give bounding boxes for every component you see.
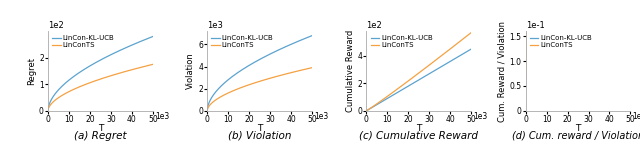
X-axis label: T: T — [257, 124, 262, 133]
Y-axis label: Violation: Violation — [186, 53, 195, 89]
Y-axis label: Regret: Regret — [27, 57, 36, 85]
Text: (c) Cumulative Reward: (c) Cumulative Reward — [359, 131, 478, 141]
X-axis label: T: T — [575, 124, 580, 133]
Text: 1e3: 1e3 — [155, 112, 169, 121]
Text: 1e3: 1e3 — [207, 21, 223, 30]
Text: (a) Regret: (a) Regret — [74, 131, 127, 141]
Text: 1e2: 1e2 — [367, 21, 382, 30]
Text: 1e3: 1e3 — [473, 112, 488, 121]
Text: 1e3: 1e3 — [632, 112, 640, 121]
X-axis label: T: T — [416, 124, 422, 133]
Text: 1e2: 1e2 — [48, 21, 64, 30]
Text: 1e-1: 1e-1 — [525, 21, 545, 30]
Text: (b) Violation: (b) Violation — [228, 131, 291, 141]
X-axis label: T: T — [98, 124, 103, 133]
Text: 1e3: 1e3 — [314, 112, 328, 121]
Y-axis label: Cumulative Reward: Cumulative Reward — [346, 30, 355, 112]
Legend: LinCon-KL-UCB, LinConTS: LinCon-KL-UCB, LinConTS — [51, 35, 115, 49]
Legend: LinCon-KL-UCB, LinConTS: LinCon-KL-UCB, LinConTS — [370, 35, 433, 49]
Legend: LinCon-KL-UCB, LinConTS: LinCon-KL-UCB, LinConTS — [529, 35, 593, 49]
Legend: LinCon-KL-UCB, LinConTS: LinCon-KL-UCB, LinConTS — [211, 35, 275, 49]
Y-axis label: Cum. Reward / Violation: Cum. Reward / Violation — [497, 20, 507, 122]
Text: (d) Cum. reward / Violation: (d) Cum. reward / Violation — [512, 131, 640, 141]
